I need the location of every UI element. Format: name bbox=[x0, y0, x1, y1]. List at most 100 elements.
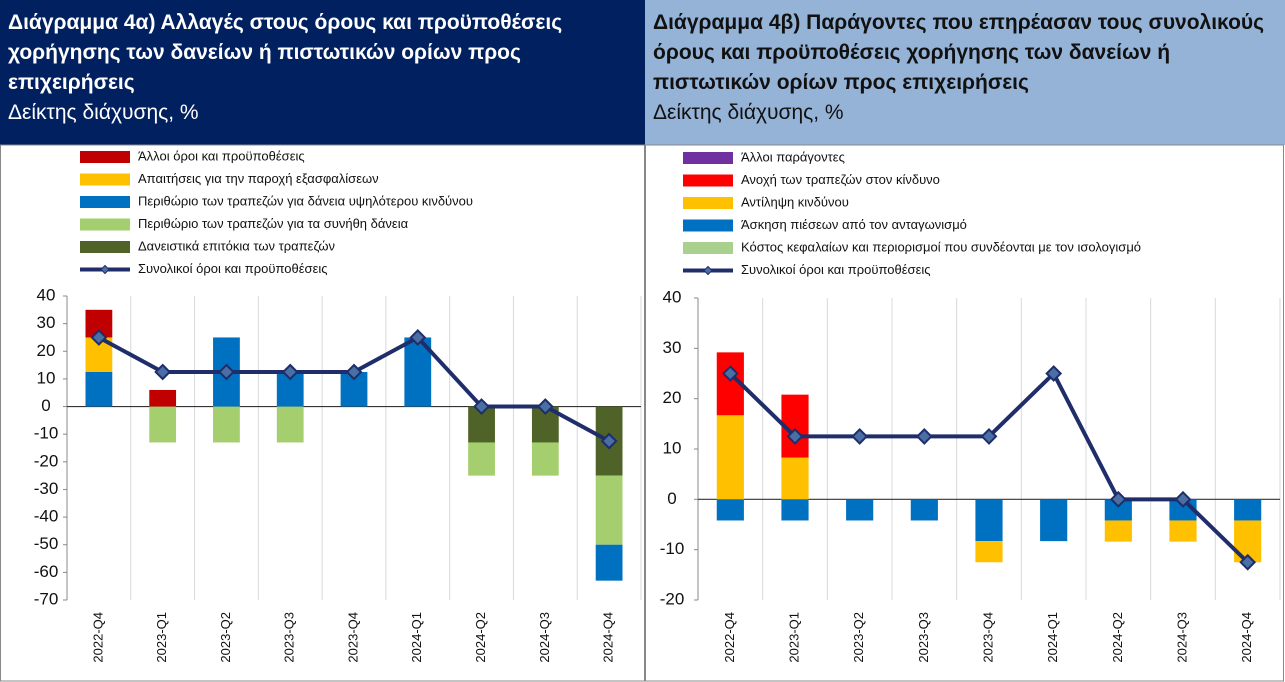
bar bbox=[846, 499, 874, 521]
legend-swatch bbox=[683, 219, 733, 232]
x-tick-label: 2024-Q2 bbox=[1110, 612, 1125, 663]
legend-swatch bbox=[80, 173, 130, 186]
line-marker bbox=[851, 428, 869, 445]
legend-swatch bbox=[683, 174, 733, 187]
legend-label: Συνολικοί όροι και προϋποθέσεις bbox=[741, 262, 931, 277]
legend-label: Άσκηση πιέσεων από τον ανταγωνισμό bbox=[741, 217, 967, 232]
bar bbox=[468, 442, 495, 476]
x-tick-label: 2022-Q4 bbox=[722, 612, 737, 663]
y-tick-label: 30 bbox=[663, 338, 682, 357]
bar bbox=[85, 372, 113, 407]
panel-border bbox=[0, 144, 645, 682]
line-marker bbox=[786, 428, 804, 445]
bar bbox=[531, 442, 559, 476]
line-marker bbox=[218, 363, 235, 381]
line-marker bbox=[980, 428, 998, 445]
x-tick-label: 2024-Q1 bbox=[1045, 612, 1060, 663]
x-tick-label: 2023-Q1 bbox=[154, 612, 169, 663]
line-marker bbox=[721, 365, 739, 382]
bar bbox=[716, 415, 744, 500]
line-marker bbox=[536, 398, 554, 415]
y-tick-label: 40 bbox=[663, 287, 682, 306]
y-tick-label: -20 bbox=[34, 451, 59, 470]
legend-swatch bbox=[80, 241, 130, 253]
legend-swatch bbox=[683, 197, 733, 209]
legend-swatch bbox=[683, 152, 733, 164]
line-marker bbox=[1045, 365, 1063, 382]
legend-label: Άλλοι όροι και προϋποθέσεις bbox=[138, 148, 305, 163]
y-tick-label: -60 bbox=[34, 562, 59, 581]
y-tick-label: 20 bbox=[37, 341, 56, 360]
line-marker bbox=[281, 363, 299, 381]
legend-swatch bbox=[80, 218, 130, 231]
x-tick-label: 2023-Q3 bbox=[282, 612, 297, 663]
line-marker bbox=[1109, 490, 1127, 508]
x-tick-label: 2023-Q2 bbox=[851, 612, 866, 663]
line-marker bbox=[473, 398, 490, 415]
y-tick-label: -70 bbox=[34, 589, 59, 608]
bar bbox=[1104, 499, 1132, 521]
legend-swatch bbox=[80, 196, 130, 208]
line-marker bbox=[915, 428, 933, 445]
line-marker bbox=[600, 432, 618, 450]
y-tick-label: 10 bbox=[663, 438, 682, 457]
bar bbox=[595, 475, 623, 545]
x-tick-label: 2022-Q4 bbox=[90, 612, 105, 663]
legend-label: Περιθώριο των τραπεζών για τα συνήθη δάν… bbox=[138, 216, 409, 231]
line-marker bbox=[1239, 553, 1257, 571]
legend-marker bbox=[703, 265, 713, 276]
bar bbox=[276, 406, 304, 443]
legend-label: Συνολικοί όροι και προϋποθέσεις bbox=[138, 261, 328, 276]
line-marker bbox=[1174, 490, 1192, 508]
x-tick-label: 2023-Q4 bbox=[980, 612, 995, 663]
legend-label: Ανοχή των τραπεζών στον κίνδυνο bbox=[741, 172, 940, 187]
y-tick-label: -10 bbox=[34, 424, 59, 443]
x-tick-label: 2023-Q3 bbox=[916, 612, 931, 663]
header-right: Διάγραμμα 4β) Παράγοντες που επηρέασαν τ… bbox=[645, 0, 1285, 145]
bar bbox=[716, 499, 744, 521]
y-tick-label: -40 bbox=[34, 507, 59, 526]
bar bbox=[781, 499, 809, 521]
legend-swatch bbox=[80, 151, 130, 163]
bar bbox=[1040, 499, 1068, 542]
y-tick-label: 30 bbox=[37, 313, 56, 332]
bar bbox=[781, 457, 809, 500]
y-tick-label: 20 bbox=[663, 388, 682, 407]
legend-swatch bbox=[683, 242, 733, 254]
bar bbox=[975, 499, 1003, 542]
x-tick-label: 2024-Q3 bbox=[537, 612, 552, 663]
chart-title: Διάγραμμα 4α) Αλλαγές στους όρους και πρ… bbox=[8, 11, 563, 94]
line-marker bbox=[345, 363, 363, 381]
bar bbox=[1234, 499, 1262, 521]
legend-label: Κόστος κεφαλαίων και περιορισμοί που συν… bbox=[741, 239, 1141, 254]
legend-label: Δανειστικά επιτόκια των τραπεζών bbox=[138, 238, 335, 253]
y-tick-label: 0 bbox=[667, 489, 676, 508]
chart-subtitle: Δείκτης διάχυσης, % bbox=[8, 101, 199, 124]
x-tick-label: 2024-Q2 bbox=[473, 612, 488, 663]
x-tick-label: 2024-Q3 bbox=[1174, 612, 1189, 663]
x-tick-label: 2023-Q1 bbox=[786, 612, 801, 663]
line-marker bbox=[409, 329, 427, 346]
legend-label: Άλλοι παράγοντες bbox=[741, 149, 845, 164]
y-tick-label: 40 bbox=[37, 285, 56, 304]
y-tick-label: -10 bbox=[660, 539, 685, 558]
legend-marker bbox=[100, 264, 110, 275]
header-left: Διάγραμμα 4α) Αλλαγές στους όρους και πρ… bbox=[0, 0, 645, 145]
bar bbox=[1104, 520, 1132, 542]
bar bbox=[1169, 520, 1197, 542]
chart-title: Διάγραμμα 4β) Παράγοντες που επηρέασαν τ… bbox=[653, 11, 1265, 94]
x-tick-label: 2023-Q2 bbox=[218, 612, 233, 663]
bar bbox=[595, 544, 623, 581]
bar bbox=[975, 541, 1003, 563]
y-tick-label: 0 bbox=[41, 396, 50, 415]
x-tick-label: 2024-Q4 bbox=[601, 612, 616, 663]
line-marker bbox=[90, 329, 108, 346]
y-tick-label: -30 bbox=[34, 479, 59, 498]
y-tick-label: -20 bbox=[660, 589, 685, 608]
x-tick-label: 2024-Q1 bbox=[409, 612, 424, 663]
panel-border bbox=[645, 144, 1284, 682]
legend-label: Περιθώριο των τραπεζών για δάνεια υψηλότ… bbox=[138, 193, 473, 208]
legend-label: Αντίληψη κινδύνου bbox=[741, 194, 849, 209]
